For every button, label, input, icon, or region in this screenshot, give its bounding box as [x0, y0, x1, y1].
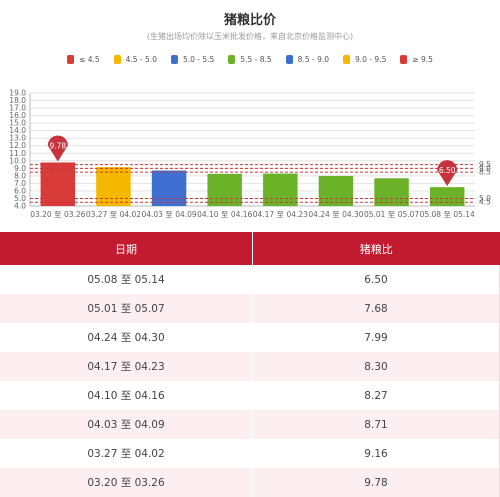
table-row: 05.08 至 05.14 6.50 [0, 265, 500, 294]
chart-legend: ≤ 4.5 4.5 - 5.0 5.0 - 5.5 5.5 - 8.5 8.5 - 9.… [0, 52, 500, 66]
bar[interactable] [263, 173, 298, 206]
page-title: 猪粮比价 [223, 13, 276, 28]
x-tick-label: 04.17 至 04.23 [253, 210, 308, 219]
value-marker-label: 6.50 [439, 166, 456, 175]
table-header-row: 日期 猪粮比 [0, 232, 500, 265]
table-row: 04.03 至 04.09 8.71 [0, 410, 500, 439]
cell-ratio: 9.78 [252, 468, 500, 497]
legend-label: 9.0 - 9.5 [355, 54, 387, 64]
legend-swatch [228, 54, 236, 64]
cell-date: 04.03 至 04.09 [0, 410, 253, 439]
x-tick-label: 05.08 至 05.14 [420, 210, 475, 219]
column-header-date: 日期 [0, 232, 253, 265]
cell-date: 03.27 至 04.02 [0, 439, 253, 468]
cell-date: 04.10 至 04.16 [0, 381, 253, 410]
bar[interactable] [207, 173, 242, 206]
legend-swatch [343, 54, 351, 64]
legend-swatch [67, 54, 75, 64]
y-tick-label: 13.0 [9, 134, 26, 143]
column-header-ratio: 猪粮比 [252, 232, 500, 265]
x-tick-label: 05.01 至 05.07 [364, 210, 419, 219]
y-tick-label: 7.0 [14, 179, 26, 188]
cell-date: 05.01 至 05.07 [0, 294, 253, 323]
legend-label: ≥ 9.5 [412, 54, 433, 64]
table-row: 04.10 至 04.16 8.27 [0, 381, 500, 410]
y-tick-label: 10.0 [9, 156, 26, 165]
reference-line-label: 4.5 [479, 198, 491, 207]
table-row: 04.17 至 04.23 8.30 [0, 352, 500, 381]
y-tick-label: 11.0 [9, 149, 26, 158]
y-tick-label: 6.0 [14, 186, 26, 195]
legend-swatch [285, 54, 293, 64]
legend-label: 8.5 - 9.0 [297, 54, 330, 64]
legend-label: 5.0 - 5.5 [182, 54, 215, 64]
legend-item[interactable]: 5.0 - 5.5 [170, 52, 215, 66]
y-tick-label: 5.0 [14, 194, 26, 203]
x-tick-label: 03.27 至 04.02 [86, 210, 141, 219]
table-row: 04.24 至 04.30 7.99 [0, 323, 500, 352]
x-tick-label: 04.03 至 04.09 [141, 210, 196, 219]
y-tick-label: 16.0 [9, 111, 26, 120]
cell-date: 04.24 至 04.30 [0, 323, 253, 352]
cell-date: 03.20 至 03.26 [0, 468, 253, 497]
bar[interactable] [40, 162, 76, 206]
legend-swatch [170, 54, 178, 64]
cell-date: 04.17 至 04.23 [0, 352, 253, 381]
legend-item[interactable]: 4.5 - 5.0 [113, 52, 157, 66]
cell-ratio: 9.16 [252, 439, 500, 468]
y-tick-label: 9.0 [14, 164, 26, 173]
y-tick-label: 17.0 [9, 104, 26, 113]
y-tick-label: 12.0 [9, 141, 26, 150]
y-tick-label: 15.0 [9, 119, 26, 128]
legend-item[interactable]: 9.0 - 9.5 [343, 52, 386, 66]
bar[interactable] [318, 175, 354, 206]
y-tick-label: 8.0 [14, 171, 26, 180]
legend-item[interactable]: 8.5 - 9.0 [285, 52, 330, 66]
x-tick-label: 03.20 至 03.26 [30, 210, 85, 219]
cell-ratio: 8.27 [252, 381, 500, 410]
y-tick-label: 18.0 [9, 96, 26, 105]
cell-date: 05.08 至 05.14 [0, 265, 253, 294]
x-tick-label: 04.24 至 04.30 [308, 210, 363, 219]
cell-ratio: 7.99 [252, 323, 500, 352]
legend-label: ≤ 4.5 [79, 54, 100, 64]
y-tick-label: 19.0 [9, 89, 26, 98]
x-tick-label: 04.10 至 04.16 [197, 210, 252, 219]
bar[interactable] [429, 187, 465, 206]
y-tick-label: 4.0 [14, 202, 26, 211]
data-table: 日期 猪粮比 05.08 至 05.14 6.50 05.01 至 05.07 7.6… [0, 232, 500, 497]
page: 猪粮比价 (生猪出场均价除以玉米批发价格，来自北京价格监测中心) ≤ 4.5 4.… [0, 13, 500, 497]
bar[interactable] [374, 178, 409, 206]
table-row: 03.27 至 04.02 9.16 [0, 439, 500, 468]
bar[interactable] [151, 170, 187, 206]
legend-label: 5.5 - 8.5 [240, 54, 272, 64]
value-marker-label: 9.78 [49, 141, 66, 150]
legend-swatch [113, 54, 121, 64]
reference-line-label: 8.5 [479, 168, 491, 177]
bar-chart: 4.05.06.07.08.09.010.011.012.013.014.015… [9, 89, 491, 220]
legend-item[interactable]: 5.5 - 8.5 [228, 52, 272, 66]
legend-swatch [400, 54, 408, 64]
value-marker-pin [437, 160, 458, 187]
cell-ratio: 8.30 [252, 352, 500, 381]
reference-line-label: 5.0 [479, 194, 491, 203]
page-subtitle: (生猪出场均价除以玉米批发价格，来自北京价格监测中心) [146, 32, 354, 41]
cell-ratio: 8.71 [252, 410, 500, 439]
legend-item[interactable]: ≤ 4.5 [67, 52, 100, 66]
legend-label: 4.5 - 5.0 [125, 54, 157, 64]
value-marker-pin [47, 135, 68, 162]
table-row: 05.01 至 05.07 7.68 [0, 294, 500, 323]
cell-ratio: 6.50 [252, 265, 500, 294]
reference-line-label: 9.0 [479, 164, 491, 173]
cell-ratio: 7.68 [252, 294, 500, 323]
reference-line-label: 9.5 [479, 160, 491, 169]
bar[interactable] [96, 167, 131, 206]
legend-item[interactable]: ≥ 9.5 [400, 52, 433, 66]
y-tick-label: 14.0 [9, 126, 26, 135]
table-row: 03.20 至 03.26 9.78 [0, 468, 500, 497]
